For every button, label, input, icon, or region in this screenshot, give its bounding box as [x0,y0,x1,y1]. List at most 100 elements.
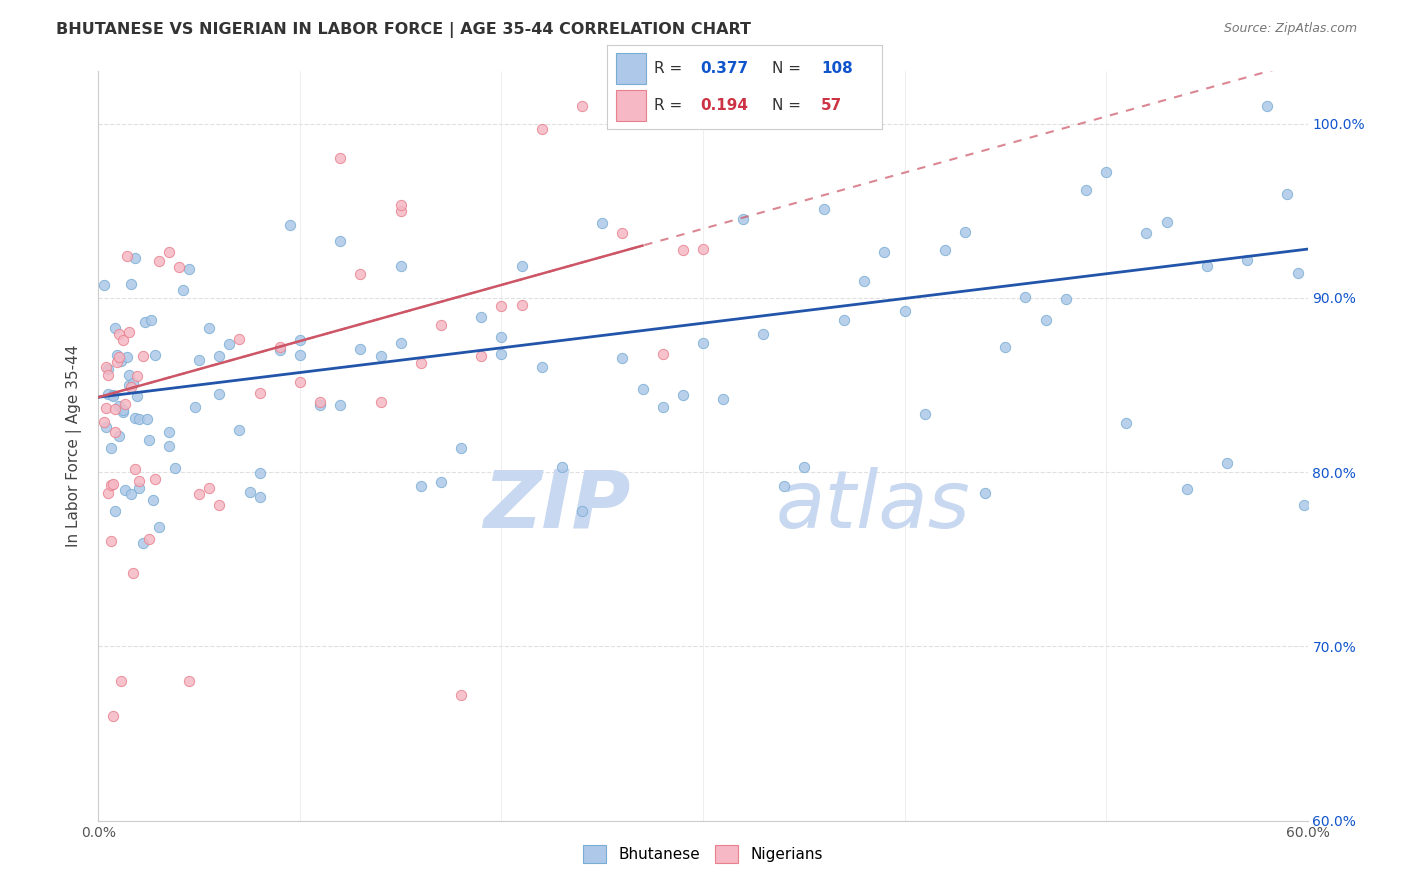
Point [1035,313,1057,327]
Point [124,411,146,425]
Point [132,349,155,363]
Point [389,259,412,273]
Point [772,479,794,493]
Point [832,313,855,327]
Point [278,218,301,232]
Point [107,351,129,365]
Point [118,368,141,383]
Point [269,343,291,357]
Point [612,351,634,366]
Point [208,498,231,512]
Point [142,492,165,507]
Point [631,99,654,113]
Point [115,350,138,364]
Point [389,198,412,212]
Point [128,412,150,426]
Point [157,245,180,260]
Point [309,394,332,409]
Text: Source: ZipAtlas.com: Source: ZipAtlas.com [1223,22,1357,36]
Point [551,459,574,474]
FancyBboxPatch shape [616,54,645,84]
Point [167,260,190,274]
Point [1054,292,1077,306]
Point [93,415,115,429]
Text: R =: R = [654,98,688,113]
Point [692,336,714,351]
Point [111,403,134,417]
Point [121,376,143,390]
Point [1195,260,1218,274]
Point [208,387,231,401]
Point [96,420,118,434]
Point [172,283,194,297]
Point [733,212,755,227]
Point [530,360,553,375]
Text: R =: R = [654,61,688,76]
Point [934,243,956,257]
Point [100,478,122,492]
Point [115,248,138,262]
Point [114,483,136,498]
Point [111,334,134,348]
Point [139,312,162,326]
Point [249,490,271,504]
Point [450,441,472,455]
Point [1135,226,1157,240]
Point [105,355,128,369]
Point [124,252,146,266]
Point [157,425,180,440]
Point [249,466,271,480]
Point [188,353,211,368]
Point [470,349,492,363]
Point [571,99,593,113]
Point [309,398,332,412]
Point [103,321,125,335]
Point [510,298,533,312]
Point [103,504,125,518]
Point [107,399,129,413]
Point [571,504,593,518]
Point [120,380,142,394]
Point [179,674,201,689]
Point [101,477,124,491]
Point [853,274,876,288]
Text: 0.377: 0.377 [700,61,749,76]
Point [97,362,120,376]
Point [120,277,142,291]
Point [873,245,896,260]
Point [491,330,513,344]
Point [491,347,513,361]
Point [349,267,371,281]
Point [409,356,432,370]
Point [1156,214,1178,228]
Point [128,474,150,488]
Point [96,401,118,415]
Point [953,225,976,239]
Point [100,441,122,455]
Point [389,204,412,219]
Point [430,475,453,490]
Point [97,486,120,500]
Point [288,375,311,389]
Point [893,304,915,318]
Point [672,244,695,258]
Point [329,234,352,248]
Point [370,395,392,409]
Point [239,484,262,499]
Text: N =: N = [772,61,801,76]
Point [228,332,250,346]
Point [110,354,132,368]
Point [198,321,221,335]
Point [107,429,129,443]
Point [124,462,146,476]
Point [208,350,231,364]
Point [672,388,695,402]
Point [114,396,136,410]
Point [132,536,155,550]
Point [134,315,156,329]
Point [994,340,1017,354]
Point [288,348,311,362]
Point [329,398,352,412]
Point [269,340,291,354]
Point [218,336,240,351]
